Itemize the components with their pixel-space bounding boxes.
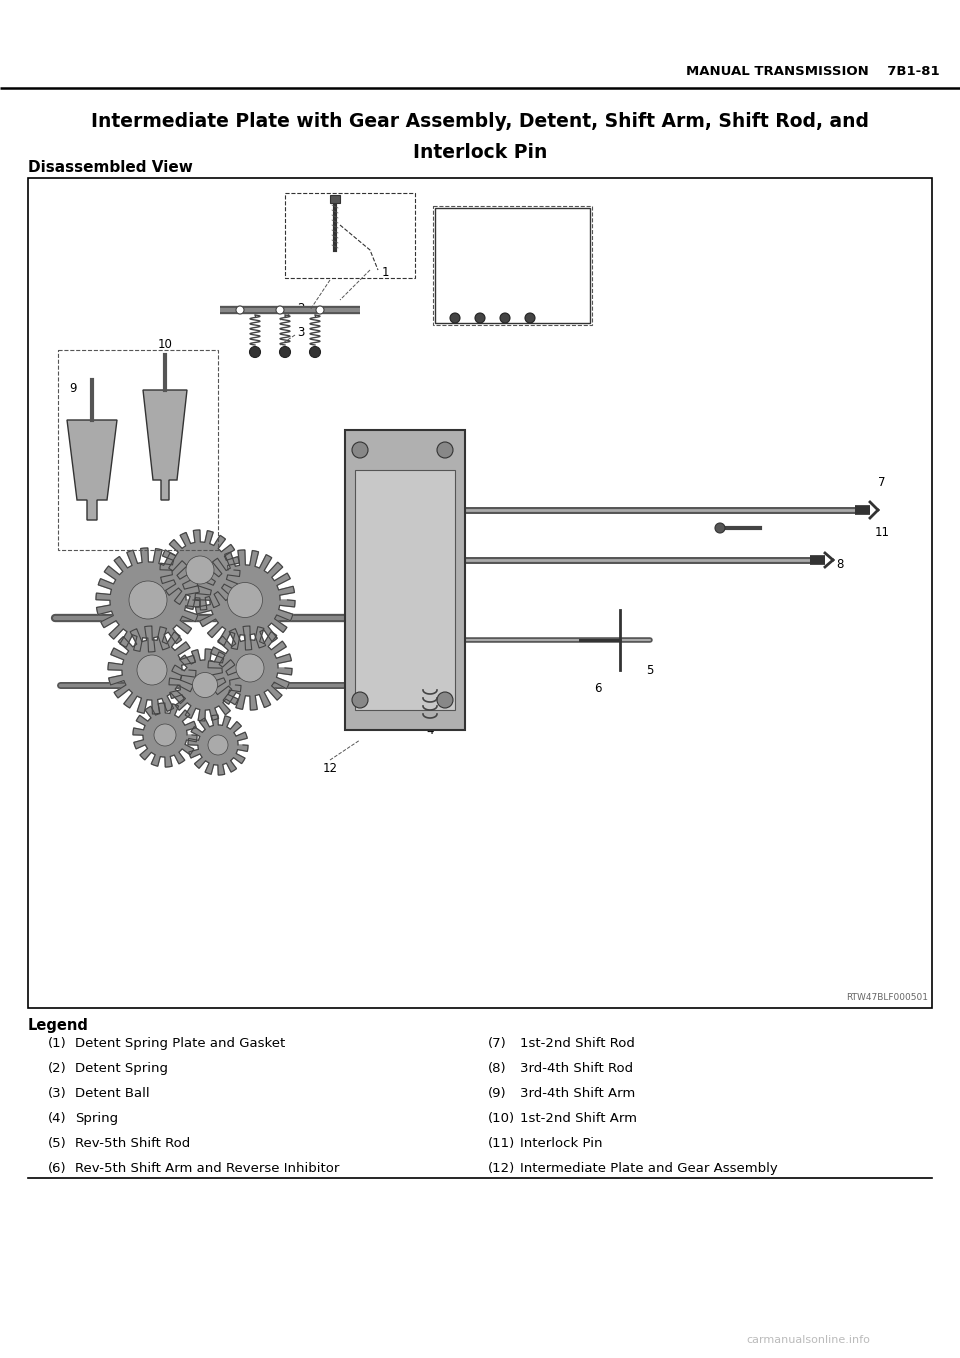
Circle shape xyxy=(715,523,725,532)
Text: RTW47BLF000501: RTW47BLF000501 xyxy=(846,993,928,1002)
Text: 12: 12 xyxy=(323,762,338,774)
Text: Rev-5th Shift Rod: Rev-5th Shift Rod xyxy=(75,1137,190,1150)
Bar xyxy=(433,206,592,325)
Text: 4: 4 xyxy=(417,674,423,687)
Text: For South Africa: For South Africa xyxy=(468,223,557,234)
Bar xyxy=(330,196,340,202)
Circle shape xyxy=(250,346,260,357)
Circle shape xyxy=(193,672,218,698)
Circle shape xyxy=(186,555,214,584)
Text: 7: 7 xyxy=(878,475,886,489)
Text: Interlock Pin: Interlock Pin xyxy=(520,1137,603,1150)
Text: (2): (2) xyxy=(48,1062,67,1076)
Text: 1st-2nd Shift Rod: 1st-2nd Shift Rod xyxy=(520,1038,635,1050)
Text: (10): (10) xyxy=(488,1112,516,1124)
Circle shape xyxy=(208,735,228,755)
Text: Detent Ball: Detent Ball xyxy=(75,1086,150,1100)
Circle shape xyxy=(137,655,167,684)
Polygon shape xyxy=(160,530,240,610)
Text: (4): (4) xyxy=(48,1112,66,1124)
Circle shape xyxy=(352,693,368,708)
Bar xyxy=(435,208,590,323)
Text: Detent Spring: Detent Spring xyxy=(75,1062,168,1076)
Circle shape xyxy=(228,583,262,618)
Text: 1st-2nd Shift Arm: 1st-2nd Shift Arm xyxy=(520,1112,637,1124)
Polygon shape xyxy=(133,703,197,767)
Text: 8: 8 xyxy=(836,558,844,572)
Bar xyxy=(58,350,218,550)
Text: 11: 11 xyxy=(875,526,890,539)
Circle shape xyxy=(279,346,291,357)
Text: (3): (3) xyxy=(48,1086,67,1100)
Circle shape xyxy=(129,581,167,619)
Text: 3: 3 xyxy=(297,326,304,338)
Bar xyxy=(28,178,932,1008)
Circle shape xyxy=(475,312,485,323)
Text: 1: 1 xyxy=(382,266,390,278)
Circle shape xyxy=(154,724,176,746)
Polygon shape xyxy=(208,626,292,710)
Circle shape xyxy=(437,693,453,708)
Text: Legend: Legend xyxy=(28,1018,89,1033)
Polygon shape xyxy=(108,626,196,714)
Text: Interlock Pin: Interlock Pin xyxy=(413,143,547,162)
Text: (12): (12) xyxy=(488,1162,516,1175)
Circle shape xyxy=(500,312,510,323)
Circle shape xyxy=(437,441,453,458)
Text: 3rd-4th Shift Rod: 3rd-4th Shift Rod xyxy=(520,1062,634,1076)
Text: Spring: Spring xyxy=(75,1112,118,1124)
Text: 4: 4 xyxy=(426,724,434,736)
Polygon shape xyxy=(67,420,117,520)
Text: Disassembled View: Disassembled View xyxy=(28,160,193,175)
Text: Intermediate Plate with Gear Assembly, Detent, Shift Arm, Shift Rod, and: Intermediate Plate with Gear Assembly, D… xyxy=(91,111,869,130)
Text: Rev-5th Shift Arm and Reverse Inhibitor: Rev-5th Shift Arm and Reverse Inhibitor xyxy=(75,1162,340,1175)
Bar xyxy=(355,470,455,710)
Text: 2: 2 xyxy=(297,301,304,315)
Text: 5: 5 xyxy=(646,664,654,676)
Polygon shape xyxy=(143,390,187,500)
Circle shape xyxy=(276,306,284,314)
Circle shape xyxy=(309,346,321,357)
Circle shape xyxy=(352,441,368,458)
Circle shape xyxy=(316,306,324,314)
Text: 9: 9 xyxy=(69,382,77,395)
Text: (9): (9) xyxy=(488,1086,507,1100)
Circle shape xyxy=(525,312,535,323)
Text: (5): (5) xyxy=(48,1137,67,1150)
Text: 10: 10 xyxy=(157,338,173,352)
Text: MANUAL TRANSMISSION    7B1-81: MANUAL TRANSMISSION 7B1-81 xyxy=(686,65,940,77)
Circle shape xyxy=(236,306,244,314)
Text: carmanualsonline.info: carmanualsonline.info xyxy=(746,1335,870,1344)
Circle shape xyxy=(236,655,264,682)
Polygon shape xyxy=(169,649,241,721)
Bar xyxy=(345,430,465,731)
Polygon shape xyxy=(195,550,295,650)
Circle shape xyxy=(450,312,460,323)
Text: (7): (7) xyxy=(488,1038,507,1050)
Text: 3rd-4th Shift Arm: 3rd-4th Shift Arm xyxy=(520,1086,636,1100)
Text: 6: 6 xyxy=(594,682,602,694)
Bar xyxy=(285,193,415,278)
Text: Intermediate Plate and Gear Assembly: Intermediate Plate and Gear Assembly xyxy=(520,1162,778,1175)
Text: (1): (1) xyxy=(48,1038,67,1050)
Text: (6): (6) xyxy=(48,1162,66,1175)
Polygon shape xyxy=(96,549,200,652)
Text: (8): (8) xyxy=(488,1062,507,1076)
Text: Detent Spring Plate and Gasket: Detent Spring Plate and Gasket xyxy=(75,1038,285,1050)
Polygon shape xyxy=(188,716,248,775)
Text: (11): (11) xyxy=(488,1137,516,1150)
